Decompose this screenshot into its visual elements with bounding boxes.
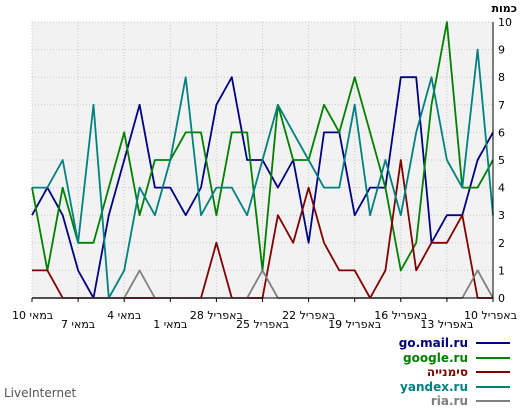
x-tick-label: 13 באפריל: [420, 318, 473, 331]
y-tick-label: 4: [498, 182, 505, 195]
legend-label: google.ru: [403, 350, 468, 365]
y-tick-label: 8: [498, 71, 505, 84]
legend-label: ria.ru: [430, 394, 468, 408]
y-tick-label: 5: [498, 154, 505, 167]
x-tick-label: 22 באפריל: [282, 309, 335, 322]
x-tick-label: 7 במאי: [61, 318, 95, 331]
x-tick-label: 4 במאי: [107, 309, 141, 322]
y-tick-label: 2: [498, 237, 505, 250]
x-tick-label: 10 במאי: [12, 309, 53, 322]
legend-swatch: [476, 371, 510, 373]
y-tick-label: 1: [498, 264, 505, 277]
legend-swatch: [476, 400, 510, 402]
x-tick-label: 16 באפריל: [374, 309, 427, 322]
legend-swatch: [476, 385, 510, 388]
legend-label: סימנייה: [426, 365, 468, 379]
legend-item: google.ru: [400, 351, 510, 366]
y-unit-label: כמות: [492, 2, 517, 15]
x-tick-label: 19 באפריל: [328, 318, 381, 331]
brand-label: LiveInternet: [4, 386, 77, 400]
y-tick-label: 7: [498, 99, 505, 112]
legend: go.mail.ru google.ru סימנייה yandex.ru ria.r…: [398, 336, 510, 409]
y-tick-label: 10: [498, 16, 512, 29]
legend-swatch: [476, 356, 510, 359]
x-tick-label: 28 באפריל: [190, 309, 243, 322]
x-tick-label: 1 במאי: [153, 318, 187, 331]
legend-swatch: [476, 342, 510, 344]
legend-label: go.mail.ru: [398, 336, 468, 350]
legend-label: yandex.ru: [400, 379, 468, 394]
x-tick-label: 10 באפריל: [464, 309, 517, 322]
y-tick-label: 0: [498, 292, 505, 305]
legend-item: go.mail.ru: [398, 336, 510, 351]
legend-item: ria.ru: [400, 394, 510, 409]
y-tick-label: 9: [498, 44, 505, 57]
legend-item: yandex.ru: [400, 380, 510, 395]
y-tick-label: 6: [498, 126, 505, 139]
x-tick-label: 25 באפריל: [236, 318, 289, 331]
y-tick-label: 3: [498, 209, 505, 222]
legend-item: סימנייה: [400, 365, 510, 380]
y-axis-ticks: 0 1 2 3 4 5 6 7 8 9 10: [498, 16, 512, 305]
